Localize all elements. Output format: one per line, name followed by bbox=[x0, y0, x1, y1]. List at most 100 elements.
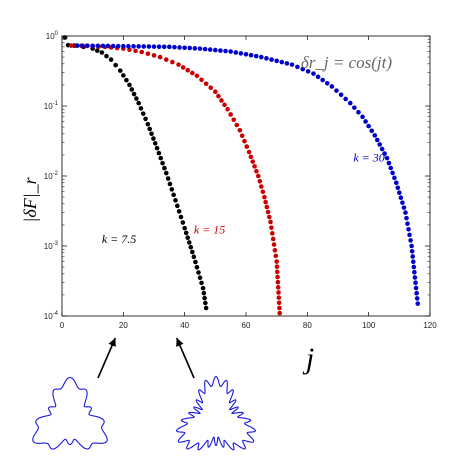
data-point bbox=[95, 43, 101, 49]
data-point bbox=[146, 44, 152, 49]
y-tick-label: 10-4 bbox=[44, 311, 59, 321]
data-point bbox=[412, 275, 418, 280]
data-point bbox=[243, 52, 249, 57]
data-point bbox=[222, 102, 227, 108]
data-point bbox=[172, 44, 177, 50]
x-tick-label: 20 bbox=[119, 321, 128, 330]
data-point bbox=[157, 54, 163, 60]
data-point bbox=[124, 77, 129, 83]
data-point bbox=[187, 45, 193, 51]
data-point bbox=[277, 305, 282, 311]
data-point bbox=[182, 225, 187, 231]
data-point bbox=[158, 155, 164, 161]
data-point bbox=[154, 145, 160, 151]
data-point bbox=[412, 269, 417, 275]
data-point bbox=[244, 144, 250, 149]
data-point bbox=[182, 45, 187, 51]
data-point bbox=[167, 181, 173, 187]
data-point bbox=[276, 290, 281, 295]
data-point bbox=[136, 100, 141, 106]
data-point bbox=[363, 119, 368, 124]
data-point bbox=[213, 89, 218, 95]
data-point bbox=[68, 43, 74, 48]
data-point bbox=[216, 93, 221, 99]
data-point bbox=[372, 133, 378, 138]
data-point bbox=[233, 50, 239, 55]
data-point bbox=[180, 220, 186, 225]
data-point bbox=[360, 114, 365, 120]
data-point bbox=[228, 49, 233, 54]
data-point bbox=[149, 131, 154, 137]
data-point bbox=[186, 240, 192, 245]
data-point bbox=[127, 47, 132, 53]
data-point bbox=[275, 274, 280, 280]
equation-label: δr_j = cos(jt) bbox=[301, 53, 392, 72]
data-point bbox=[183, 230, 189, 236]
data-point bbox=[289, 62, 295, 67]
curve-annotations: k = 30 k = 15 k = 7.5 bbox=[102, 151, 385, 246]
data-point bbox=[254, 168, 259, 174]
data-point bbox=[276, 300, 282, 306]
data-point bbox=[171, 192, 176, 198]
data-point bbox=[264, 56, 269, 61]
data-point bbox=[406, 227, 411, 232]
shape-insets bbox=[32, 337, 257, 451]
data-point bbox=[185, 235, 191, 241]
data-point bbox=[265, 209, 271, 215]
data-point bbox=[415, 301, 421, 306]
data-point bbox=[133, 48, 138, 54]
data-point bbox=[94, 48, 100, 53]
series-annotation: k = 15 bbox=[194, 223, 225, 237]
data-point bbox=[180, 65, 186, 70]
data-point bbox=[257, 178, 263, 184]
series-1 bbox=[68, 43, 283, 316]
data-point bbox=[202, 46, 208, 52]
data-point bbox=[404, 215, 409, 221]
data-point bbox=[374, 137, 380, 143]
data-point bbox=[414, 296, 420, 301]
data-point bbox=[398, 195, 404, 200]
data-point bbox=[403, 210, 408, 215]
data-point bbox=[136, 44, 141, 49]
y-tick-label: 10-1 bbox=[44, 101, 59, 111]
y-axis-ticks: 100 10-1 10-2 10-3 10-4 bbox=[44, 31, 430, 321]
x-axis-label: j bbox=[302, 342, 314, 375]
data-point bbox=[161, 44, 167, 50]
data-point bbox=[156, 44, 162, 49]
data-point bbox=[239, 133, 245, 139]
data-point bbox=[271, 242, 277, 247]
data-point bbox=[80, 43, 85, 48]
data-point bbox=[268, 219, 273, 225]
x-tick-label: 60 bbox=[242, 321, 251, 330]
data-point bbox=[276, 295, 282, 300]
data-point bbox=[176, 209, 182, 214]
data-point bbox=[177, 45, 182, 50]
data-point bbox=[343, 96, 348, 102]
y-tick-label: 100 bbox=[46, 31, 59, 41]
data-point bbox=[175, 203, 180, 209]
data-point bbox=[408, 238, 413, 243]
data-point bbox=[259, 54, 264, 60]
data-point bbox=[274, 259, 279, 264]
data-point bbox=[352, 105, 357, 110]
data-point bbox=[143, 116, 148, 122]
data-point bbox=[129, 87, 135, 92]
data-point bbox=[201, 290, 207, 296]
data-point bbox=[213, 47, 218, 53]
data-point bbox=[248, 154, 254, 160]
data-point bbox=[237, 127, 243, 133]
data-point bbox=[263, 199, 268, 205]
data-point bbox=[140, 111, 146, 116]
data-point bbox=[188, 244, 194, 250]
data-point bbox=[264, 204, 270, 210]
data-point bbox=[203, 81, 209, 87]
data-point bbox=[401, 205, 407, 210]
data-point bbox=[409, 248, 415, 254]
data-point bbox=[115, 43, 121, 49]
data-point bbox=[392, 175, 397, 181]
data-point bbox=[347, 100, 353, 106]
data-point bbox=[90, 43, 95, 49]
data-point bbox=[163, 57, 169, 62]
data-point bbox=[269, 231, 275, 236]
data-point bbox=[338, 92, 344, 98]
